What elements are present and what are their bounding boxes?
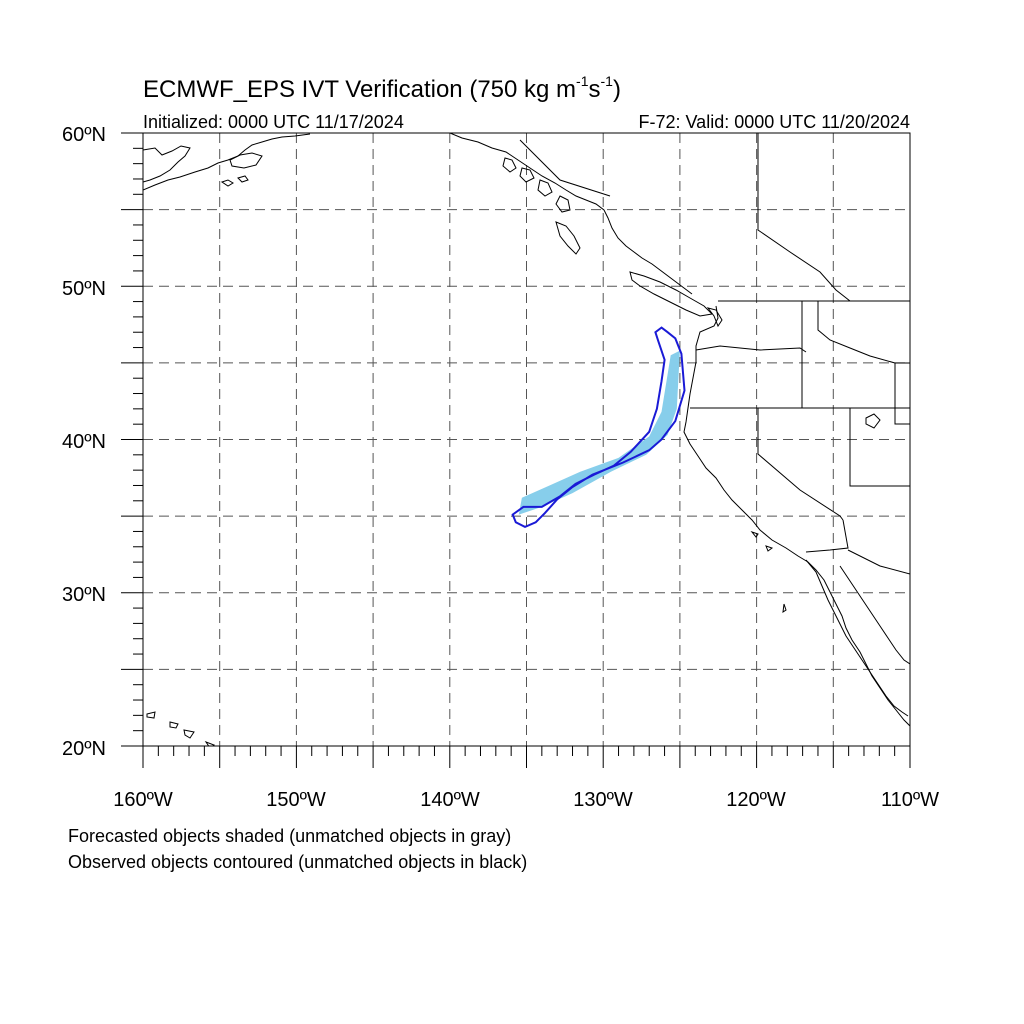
wyoming-border xyxy=(894,362,910,425)
title-exponent-2: -1 xyxy=(600,73,613,89)
title-mid: s xyxy=(588,76,600,103)
california-nevada-border xyxy=(757,408,844,521)
lon-label-160w: 160ºW xyxy=(113,789,173,811)
panhandle-coastline xyxy=(449,133,693,295)
lat-label-20n: 20ºN xyxy=(62,738,106,760)
channel-islands xyxy=(750,530,787,614)
kodiak-island xyxy=(229,152,263,169)
lat-label-60n: 60ºN xyxy=(62,124,106,146)
great-salt-lake xyxy=(865,413,881,429)
init-time-label: Initialized: 0000 UTC 11/17/2024 xyxy=(143,112,404,132)
title-main: ECMWF_EPS IVT Verification (750 kg m xyxy=(143,76,576,103)
title-exponent-1: -1 xyxy=(576,73,589,89)
us-west-coastline xyxy=(683,305,910,727)
graticule-grid xyxy=(143,133,910,746)
panhandle-islands xyxy=(502,157,571,213)
vancouver-island xyxy=(629,271,714,317)
observed-ivt-object-contour xyxy=(511,326,686,529)
idaho-border xyxy=(801,301,896,408)
title-end: ) xyxy=(613,76,621,103)
axis-ticks xyxy=(121,132,911,768)
nevada-utah-border xyxy=(849,408,910,487)
puget-sound xyxy=(706,307,723,328)
hawaii-islands xyxy=(146,711,216,746)
note-observed-objects: Observed objects contoured (unmatched ob… xyxy=(68,852,528,872)
lon-label-140w: 140ºW xyxy=(420,789,480,811)
latitude-labels: 60ºN 50ºN 40ºN 30ºN 20ºN xyxy=(62,124,106,760)
arizona-border xyxy=(805,519,910,575)
figure-title: ECMWF_EPS IVT Verification (750 kg m-1s-… xyxy=(143,73,621,103)
bc-inland-border xyxy=(519,139,611,197)
alberta-bc-border xyxy=(757,133,851,302)
lon-label-120w: 120ºW xyxy=(726,789,786,811)
haida-gwaii xyxy=(555,221,581,255)
lat-label-40n: 40ºN xyxy=(62,431,106,453)
lat-label-30n: 30ºN xyxy=(62,584,106,606)
forecast-ivt-object-shaded xyxy=(518,350,680,515)
lon-label-110w: 110ºW xyxy=(881,789,939,811)
longitude-labels: 160ºW 150ºW 140ºW 130ºW 120ºW 110ºW xyxy=(113,789,939,811)
valid-time-label: F-72: Valid: 0000 UTC 11/20/2024 xyxy=(639,112,911,132)
alaska-coastline xyxy=(143,145,191,183)
aleutian-islets xyxy=(220,175,249,187)
lon-label-150w: 150ºW xyxy=(266,789,326,811)
note-forecast-objects: Forecasted objects shaded (unmatched obj… xyxy=(68,826,512,846)
lat-label-50n: 50ºN xyxy=(62,278,106,300)
coastlines-and-borders xyxy=(143,133,910,746)
baja-california xyxy=(805,559,910,717)
lon-label-130w: 130ºW xyxy=(573,789,633,811)
